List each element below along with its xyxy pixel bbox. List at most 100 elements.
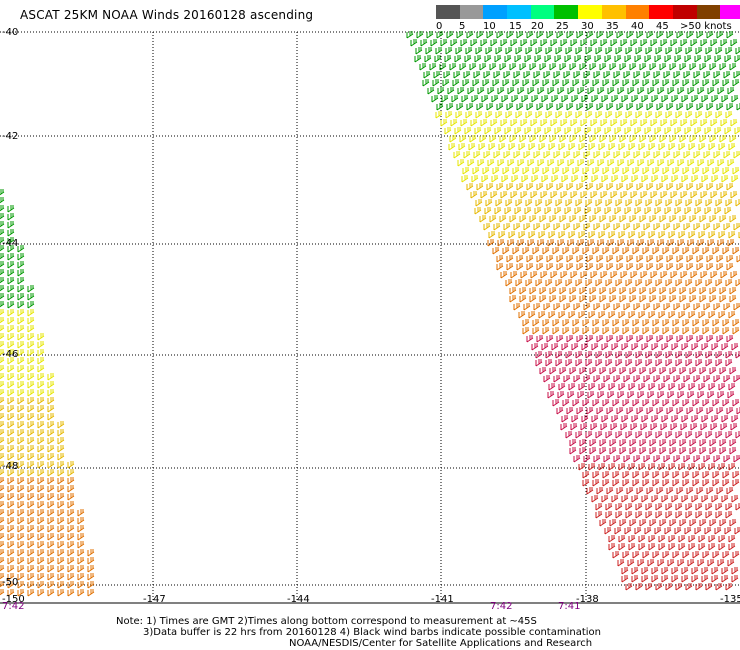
wind-barb (37, 421, 45, 429)
scale-label: 40 (631, 21, 644, 32)
wind-barb (609, 519, 617, 527)
wind-barb (47, 405, 55, 413)
wind-barb (649, 519, 657, 527)
wind-barb (649, 447, 657, 455)
wind-barb (627, 239, 635, 247)
wind-barb (527, 239, 535, 247)
wind-barb (677, 239, 685, 247)
wind-barb (625, 351, 633, 359)
wind-barb (0, 253, 5, 260)
wind-barb (27, 557, 35, 565)
wind-barb (680, 191, 688, 199)
wind-barb (719, 215, 727, 223)
wind-barb (646, 407, 654, 415)
wind-barb (638, 543, 646, 551)
wind-barb (707, 159, 715, 167)
wind-barb (57, 453, 65, 461)
wind-barb (517, 159, 525, 167)
wind-barb (665, 279, 673, 287)
wind-barb (711, 575, 719, 583)
wind-barb (586, 255, 594, 263)
wind-barb (0, 533, 5, 540)
wind-barb (602, 471, 610, 479)
wind-barb (606, 407, 614, 415)
wind-barb (87, 565, 95, 573)
wind-barb (617, 159, 625, 167)
wind-barb (663, 455, 671, 463)
wind-barb (574, 127, 582, 135)
wind-barb (575, 199, 583, 207)
wind-barb (520, 271, 528, 279)
wind-barb (688, 383, 696, 391)
wind-barb (454, 55, 462, 63)
wind-barb (655, 431, 663, 439)
wind-barb (615, 111, 623, 119)
wind-barb (621, 175, 629, 183)
wind-barb (632, 167, 640, 175)
wind-barb (702, 479, 710, 487)
wind-barb (515, 111, 523, 119)
wind-barb (709, 519, 717, 527)
wind-barb (609, 447, 617, 455)
wind-barb (735, 431, 740, 439)
wind-barb (546, 263, 554, 271)
wind-barb (719, 63, 727, 71)
wind-barb (37, 445, 45, 453)
wind-barb (618, 543, 626, 551)
wind-barb (489, 63, 497, 71)
wind-barb (700, 39, 708, 47)
wind-barb (699, 215, 707, 223)
wind-barb (718, 231, 726, 239)
wind-barb (712, 327, 720, 335)
wind-barb (706, 103, 714, 111)
wind-barb (557, 391, 565, 399)
wind-barb (628, 143, 636, 151)
wind-barb (67, 469, 75, 477)
wind-barb (700, 271, 708, 279)
wind-barb (494, 127, 502, 135)
wind-barb (17, 469, 25, 477)
scale-label: >50 knots (680, 21, 732, 32)
wind-barb (619, 63, 627, 71)
wind-barb (630, 271, 638, 279)
wind-barb (681, 343, 689, 351)
wind-barb (27, 581, 35, 589)
wind-barb (0, 517, 5, 524)
wind-barb (57, 469, 65, 477)
wind-barb (601, 343, 609, 351)
wind-barb (633, 375, 641, 383)
wind-barb (489, 215, 497, 223)
wind-barb (691, 415, 699, 423)
wind-barb (612, 247, 620, 255)
wind-barb (17, 453, 25, 461)
wind-barb (572, 327, 580, 335)
wind-barb (490, 39, 498, 47)
wind-barb (639, 447, 647, 455)
wind-barb (612, 479, 620, 487)
wind-barb (524, 55, 532, 63)
wind-barb (655, 583, 663, 591)
wind-barb (694, 127, 702, 135)
wind-barb (626, 335, 634, 343)
wind-barb (667, 159, 675, 167)
wind-barb (608, 535, 616, 543)
wind-barb (701, 567, 709, 575)
wind-barb (563, 303, 571, 311)
wind-barb (642, 479, 650, 487)
wind-barb (704, 55, 712, 63)
wind-barb (689, 447, 697, 455)
wind-barb (7, 533, 15, 541)
wind-barb (7, 589, 15, 597)
wind-barb (695, 351, 703, 359)
wind-barb (0, 325, 5, 332)
wind-barb (500, 271, 508, 279)
wind-barb (536, 335, 544, 343)
wind-barb (67, 461, 75, 469)
wind-barb (27, 477, 35, 485)
wind-barb (673, 151, 681, 159)
wind-barb (520, 119, 528, 127)
wind-barb (17, 557, 25, 565)
wind-barb (608, 231, 616, 239)
wind-barb (27, 349, 35, 357)
scale-swatch (507, 5, 531, 19)
